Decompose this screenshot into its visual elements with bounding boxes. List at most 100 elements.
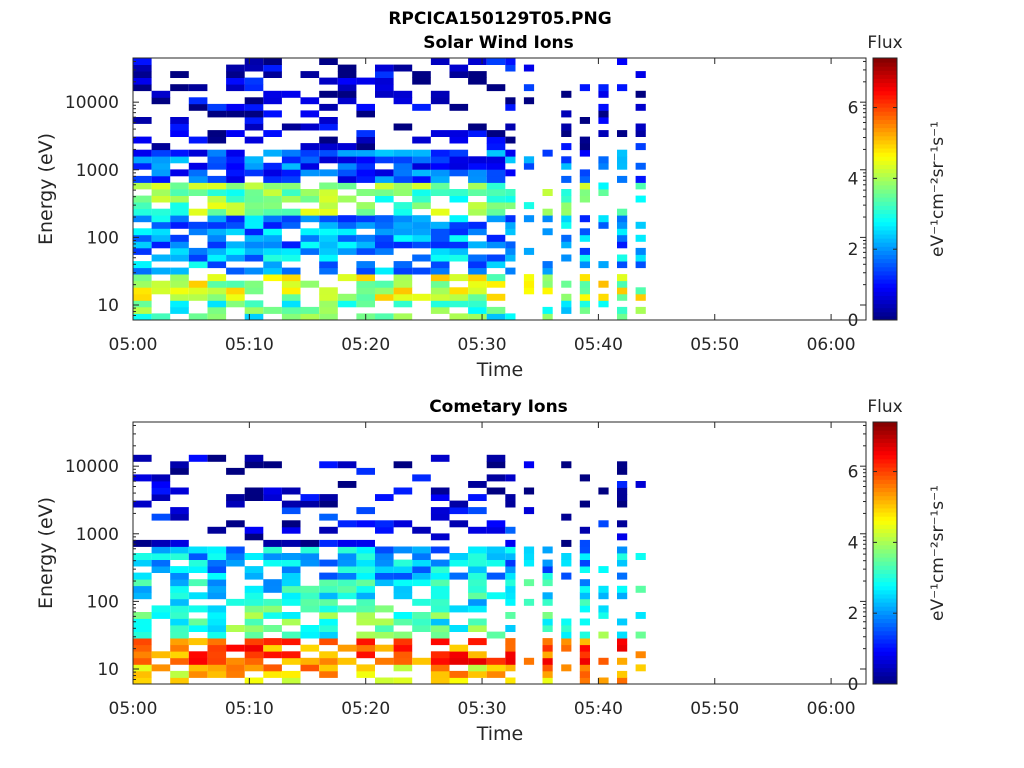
flux-cell [505, 189, 516, 196]
flux-cell [579, 644, 590, 652]
flux-cell [319, 123, 338, 131]
flux-cell [579, 500, 590, 508]
flux-cell [188, 247, 208, 255]
flux-cell [170, 71, 189, 78]
flux-cell [244, 221, 264, 229]
flux-cell [430, 149, 450, 157]
flux-cell [244, 182, 264, 190]
flux-cell [579, 592, 590, 600]
flux-cell [170, 267, 189, 275]
flux-cell [170, 553, 189, 560]
flux-cell [412, 156, 431, 164]
flux-cell [188, 189, 208, 196]
flux-cell [356, 651, 375, 659]
flux-cell [337, 546, 357, 554]
flux-cell [207, 670, 227, 678]
colorbar-step [873, 487, 897, 493]
flux-cell [337, 64, 357, 72]
colorbar-step [873, 512, 897, 517]
flux-cell [486, 136, 506, 144]
flux-cell [319, 169, 338, 177]
flux-cell [300, 208, 320, 216]
flux-cell [635, 247, 646, 255]
flux-cell [319, 287, 338, 295]
flux-cell [486, 84, 506, 92]
flux-cell [263, 598, 282, 606]
flux-cell [598, 261, 609, 269]
flux-cell [207, 644, 227, 652]
flux-cell [281, 189, 301, 196]
flux-cell [635, 123, 646, 131]
flux-cell [430, 612, 450, 619]
flux-cell [244, 103, 264, 111]
flux-cell [281, 500, 301, 508]
flux-cell [393, 487, 413, 495]
flux-cell [207, 149, 227, 157]
flux-cell [468, 228, 487, 236]
flux-cell [468, 559, 487, 567]
flux-cell [617, 467, 628, 475]
flux-cell [300, 592, 320, 600]
colorbar-tick-label: 6 [848, 99, 859, 119]
flux-cell [523, 156, 535, 164]
flux-cell [281, 123, 301, 131]
flux-cell [281, 90, 301, 98]
flux-cell [188, 261, 208, 269]
flux-cell [133, 175, 152, 183]
cometary-ions-panel: Cometary Ions 05:00 05:10 05:20 05:30 05:40 05… [35, 397, 948, 745]
flux-cell [319, 625, 338, 632]
flux-cell [579, 189, 590, 196]
colorbar-step [873, 250, 897, 255]
flux-cell [412, 71, 431, 78]
flux-cell [393, 651, 413, 659]
flux-cell [579, 526, 590, 534]
x-tick-label: 06:00 [807, 335, 856, 355]
flux-cell [151, 539, 171, 547]
flux-cell [133, 300, 152, 308]
flux-cell [561, 123, 572, 131]
colorbar-step [873, 561, 897, 566]
flux-cell [468, 592, 487, 600]
flux-cell [449, 254, 469, 262]
colorbar-step [873, 426, 897, 431]
colorbar-step [873, 107, 897, 112]
colorbar-title: Flux [867, 33, 902, 53]
flux-cell [244, 189, 264, 196]
flux-cell [561, 572, 572, 580]
colorbar-step [873, 168, 897, 174]
flux-cell [281, 638, 301, 646]
flux-cell [468, 651, 487, 659]
flux-cell [635, 162, 646, 170]
flux-cell [319, 585, 338, 593]
flux-cell [356, 247, 375, 255]
colorbar-step [873, 143, 897, 149]
flux-cell [170, 202, 189, 210]
flux-cell [133, 58, 152, 65]
flux-cell [523, 84, 535, 92]
flux-cell [133, 644, 152, 652]
flux-cell [430, 189, 450, 196]
flux-cell [226, 156, 245, 164]
flux-cell [263, 546, 282, 554]
y-axis-label: Energy (eV) [35, 133, 57, 245]
flux-cell [226, 110, 245, 118]
colorbar-step [873, 291, 897, 296]
flux-cell [356, 267, 375, 275]
flux-cell [188, 454, 208, 462]
flux-cell [430, 130, 450, 137]
flux-cell [449, 247, 469, 255]
flux-cell [300, 657, 320, 665]
y-tick-label: 100 [87, 228, 119, 248]
flux-cell [561, 110, 572, 118]
flux-cell [244, 553, 264, 560]
flux-cell [356, 103, 375, 111]
flux-cell [170, 638, 189, 646]
colorbar-step [873, 287, 897, 292]
flux-cell [281, 221, 301, 229]
flux-cell [468, 546, 487, 554]
flux-cell [226, 500, 245, 508]
flux-cell [170, 677, 189, 685]
flux-cell [542, 618, 553, 626]
flux-cell [375, 631, 394, 639]
flux-cell [356, 175, 375, 183]
